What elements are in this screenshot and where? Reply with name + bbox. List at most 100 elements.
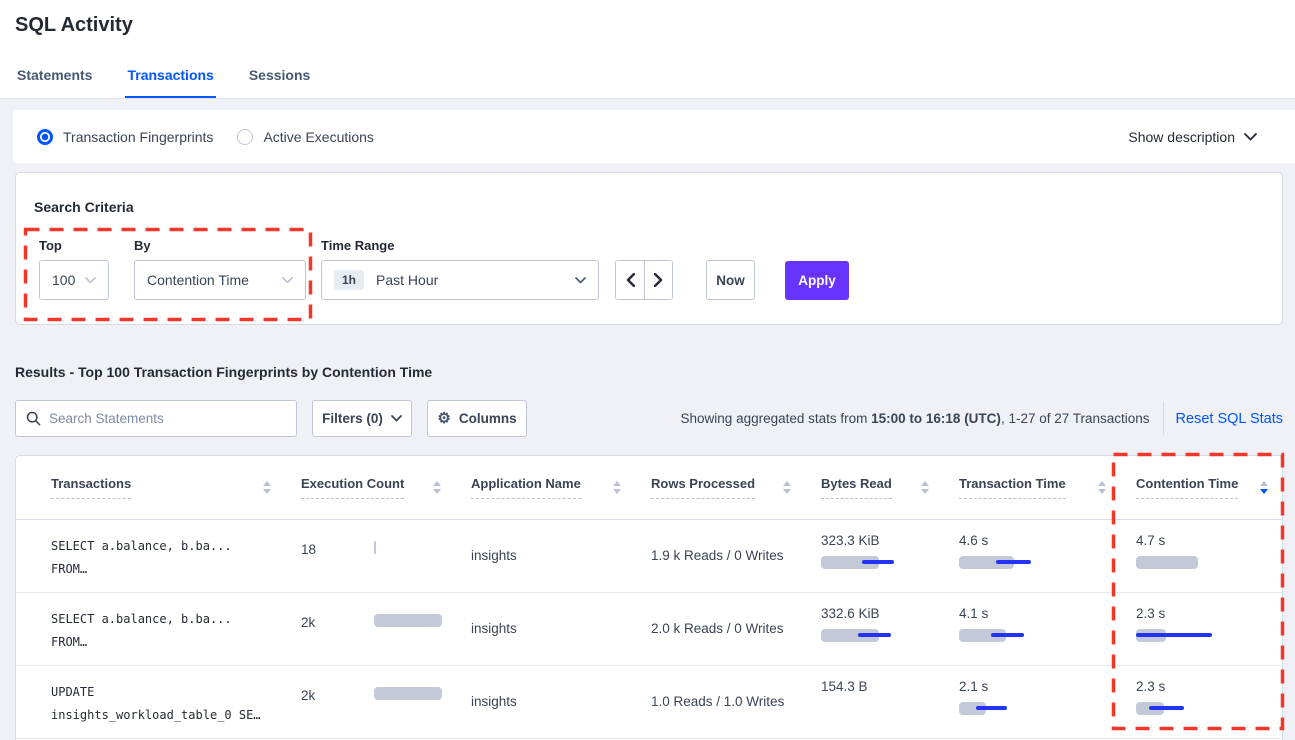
time-range-value: Past Hour xyxy=(376,272,439,288)
sort-icon xyxy=(921,481,929,494)
apply-button[interactable]: Apply xyxy=(785,261,849,300)
transaction-time-cell: 4.6 s xyxy=(959,520,1136,592)
radio-label: Active Executions xyxy=(263,128,374,145)
sort-icon xyxy=(783,481,791,494)
reset-sql-stats-link[interactable]: Reset SQL Stats xyxy=(1175,410,1283,427)
radio-selected-icon xyxy=(37,128,53,145)
radio-active-executions[interactable]: Active Executions xyxy=(237,128,374,145)
query-line: UPDATE xyxy=(51,685,95,699)
query-line: FROM… xyxy=(51,562,88,576)
contention-time-bar xyxy=(1136,702,1282,716)
header-application-name[interactable]: Application Name xyxy=(471,476,651,499)
header-bytes-read[interactable]: Bytes Read xyxy=(821,476,959,499)
search-criteria-heading: Search Criteria xyxy=(34,199,134,215)
toolbar-divider xyxy=(1162,401,1164,436)
gear-icon: ⚙ xyxy=(437,410,451,427)
chevron-down-icon xyxy=(575,276,586,284)
time-range-label: Time Range xyxy=(321,238,395,253)
top-select-value: 100 xyxy=(52,272,76,288)
header-transaction-time[interactable]: Transaction Time xyxy=(959,476,1136,499)
results-heading: Results - Top 100 Transaction Fingerprin… xyxy=(15,364,433,380)
rows-processed-cell: 2.0 k Reads / 0 Writes xyxy=(651,621,784,636)
table-row: SELECT a.balance, b.ba... FROM… 2k insig… xyxy=(16,593,1282,666)
transaction-time-bar xyxy=(959,702,1136,716)
execution-count-bar xyxy=(374,687,454,701)
query-line: SELECT a.balance, b.ba... xyxy=(51,612,232,626)
radio-unselected-icon xyxy=(237,128,254,145)
transaction-time-value: 4.6 s xyxy=(959,533,989,548)
bytes-read-bar xyxy=(821,702,959,716)
header-execution-count[interactable]: Execution Count xyxy=(301,476,471,499)
page-title: SQL Activity xyxy=(15,14,133,36)
top-select[interactable]: 100 xyxy=(39,260,109,300)
show-description-label: Show description xyxy=(1128,128,1235,145)
execution-count-bar xyxy=(374,541,454,555)
transaction-time-value: 4.1 s xyxy=(959,606,989,621)
results-table: Transactions Execution Count Application… xyxy=(15,455,1283,740)
tab-statements[interactable]: Statements xyxy=(17,67,93,83)
rows-processed-cell: 1.0 Reads / 1.0 Writes xyxy=(651,694,785,709)
transaction-time-cell: 2.1 s xyxy=(959,666,1136,738)
tab-bar: Statements Transactions Sessions xyxy=(15,67,312,98)
query-line: SELECT a.balance, b.ba... xyxy=(51,539,232,553)
sort-icon xyxy=(433,481,441,494)
time-range-step-group xyxy=(615,260,673,300)
transaction-fingerprint-link[interactable]: SELECT a.balance, b.ba... FROM… xyxy=(51,520,301,592)
next-time-button[interactable] xyxy=(644,261,672,299)
bytes-read-cell: 332.6 KiB xyxy=(821,593,959,665)
search-input[interactable] xyxy=(49,411,286,426)
transaction-time-cell: 4.1 s xyxy=(959,593,1136,665)
filters-button[interactable]: Filters (0) xyxy=(312,400,412,437)
top-label: Top xyxy=(39,238,62,253)
header-contention-time[interactable]: Contention Time xyxy=(1136,476,1282,499)
bytes-read-cell: 323.3 KiB xyxy=(821,520,959,592)
by-select-value: Contention Time xyxy=(147,272,249,288)
contention-time-bar xyxy=(1136,629,1282,643)
query-line: FROM… xyxy=(51,635,88,649)
show-description-toggle[interactable]: Show description xyxy=(1128,129,1257,145)
chevron-right-icon xyxy=(654,273,663,287)
transaction-time-value: 2.1 s xyxy=(959,679,989,694)
header-transactions[interactable]: Transactions xyxy=(51,476,301,499)
transaction-fingerprint-link[interactable]: UPDATE insights_workload_table_0 SE… xyxy=(51,666,301,738)
execution-count-bar xyxy=(374,614,454,628)
table-row: SELECT a.balance, b.ba... FROM… 18 insig… xyxy=(16,520,1282,593)
filters-label: Filters (0) xyxy=(322,411,383,426)
top-field: Top 100 xyxy=(39,238,109,300)
bytes-read-value: 332.6 KiB xyxy=(821,606,880,621)
now-button[interactable]: Now xyxy=(706,260,755,300)
view-toggle-bar: Transaction Fingerprints Active Executio… xyxy=(13,110,1295,163)
table-row: UPDATE insights_workload_table_0 SE… 2k … xyxy=(16,666,1282,739)
time-range-select[interactable]: 1h Past Hour xyxy=(321,260,599,300)
contention-time-cell: 2.3 s xyxy=(1136,666,1282,738)
contention-time-value: 2.3 s xyxy=(1136,679,1166,694)
header-rows-processed[interactable]: Rows Processed xyxy=(651,476,821,499)
sort-icon-active xyxy=(1260,481,1268,494)
chevron-down-icon xyxy=(85,276,96,284)
radio-transaction-fingerprints[interactable]: Transaction Fingerprints xyxy=(37,128,213,145)
sort-icon xyxy=(613,481,621,494)
application-name-cell: insights xyxy=(471,548,517,563)
stats-text: Showing aggregated stats from 15:00 to 1… xyxy=(680,411,1150,426)
bytes-read-bar xyxy=(821,629,959,643)
columns-button[interactable]: ⚙ Columns xyxy=(427,400,527,437)
transaction-time-bar xyxy=(959,556,1136,570)
bytes-read-value: 323.3 KiB xyxy=(821,533,880,548)
table-header-row: Transactions Execution Count Application… xyxy=(16,456,1282,520)
search-statements-box xyxy=(15,400,297,437)
tab-transactions[interactable]: Transactions xyxy=(125,67,216,98)
time-range-badge: 1h xyxy=(334,270,365,290)
execution-count-cell: 2k xyxy=(301,666,471,738)
tab-sessions[interactable]: Sessions xyxy=(248,67,311,83)
columns-label: Columns xyxy=(458,411,517,426)
by-field: By Contention Time xyxy=(134,238,306,300)
transaction-time-bar xyxy=(959,629,1136,643)
transaction-fingerprint-link[interactable]: SELECT a.balance, b.ba... FROM… xyxy=(51,593,301,665)
prev-time-button[interactable] xyxy=(616,261,644,299)
bytes-read-cell: 154.3 B xyxy=(821,666,959,738)
contention-time-cell: 4.7 s xyxy=(1136,520,1282,592)
execution-count-value: 18 xyxy=(301,542,317,557)
results-toolbar: Filters (0) ⚙ Columns Showing aggregated… xyxy=(15,400,1283,437)
sort-icon xyxy=(1098,481,1106,494)
by-select[interactable]: Contention Time xyxy=(134,260,306,300)
